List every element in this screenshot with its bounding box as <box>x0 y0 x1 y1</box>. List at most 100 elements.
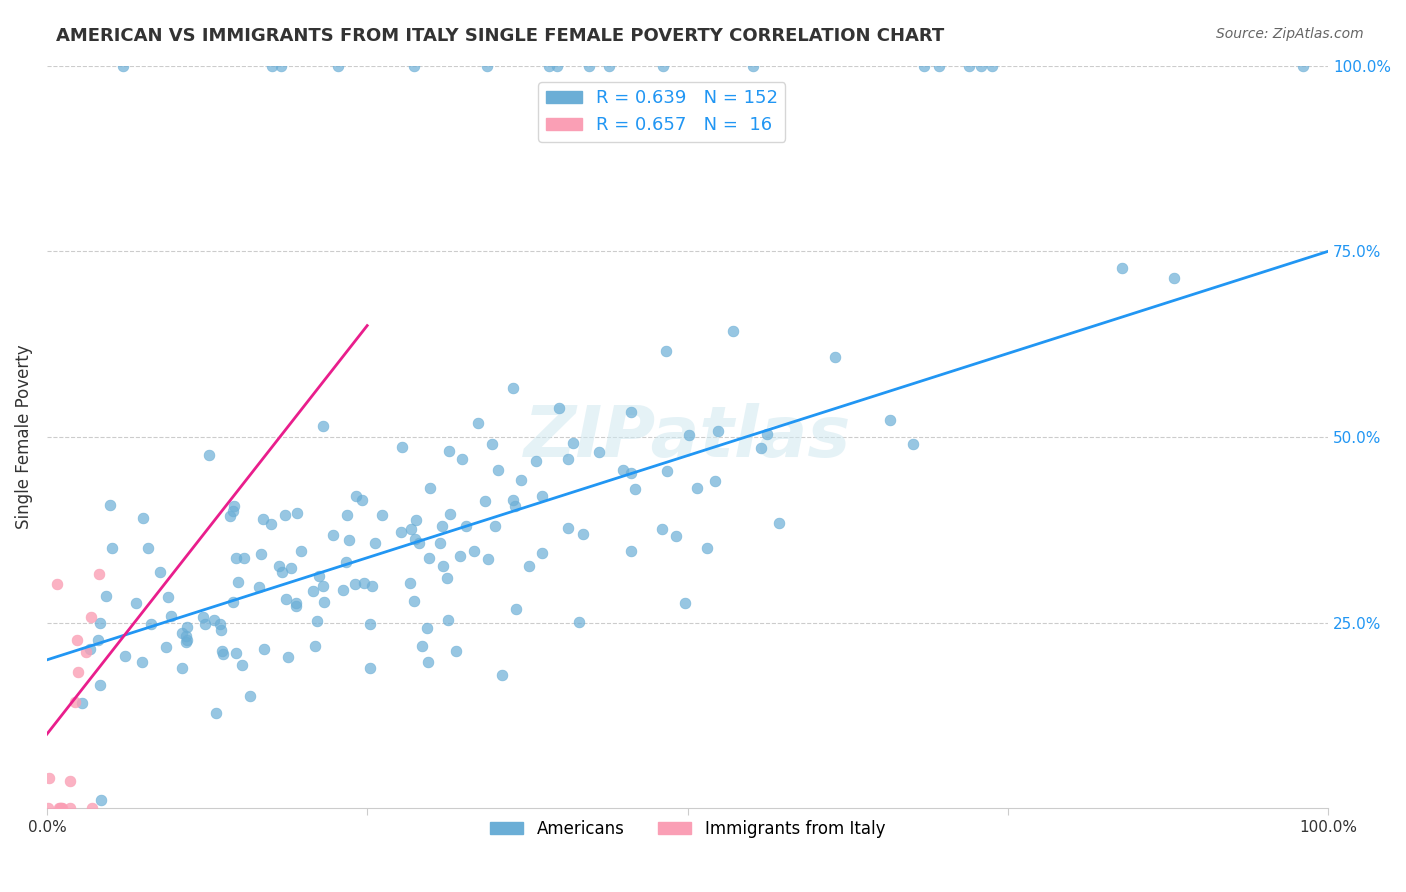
Point <box>209 623 232 637</box>
Point <box>260 59 283 73</box>
Point <box>304 640 326 654</box>
Point <box>222 499 245 513</box>
Point <box>253 642 276 657</box>
Point <box>912 59 935 73</box>
Point <box>202 613 225 627</box>
Point <box>474 493 496 508</box>
Point <box>451 452 474 467</box>
Point <box>284 596 307 610</box>
Point <box>652 59 675 73</box>
Point <box>101 541 124 556</box>
Point <box>389 525 412 540</box>
Point <box>287 506 309 520</box>
Point <box>170 661 193 675</box>
Point <box>557 521 579 535</box>
Point <box>89 678 111 692</box>
Point <box>503 500 526 514</box>
Point <box>444 643 467 657</box>
Point <box>749 441 772 455</box>
Point <box>439 507 461 521</box>
Point <box>344 577 367 591</box>
Point <box>233 551 256 566</box>
Point <box>399 522 422 536</box>
Point <box>350 492 373 507</box>
Point <box>112 59 135 73</box>
Point <box>588 445 610 459</box>
Point <box>59 801 82 815</box>
Point <box>212 647 235 661</box>
Point <box>194 617 217 632</box>
Point <box>326 59 349 73</box>
Point <box>311 579 333 593</box>
Point <box>359 661 381 675</box>
Point <box>125 596 148 610</box>
Point <box>208 617 231 632</box>
Point <box>269 558 291 573</box>
Point <box>562 436 585 450</box>
Text: AMERICAN VS IMMIGRANTS FROM ITALY SINGLE FEMALE POVERTY CORRELATION CHART: AMERICAN VS IMMIGRANTS FROM ITALY SINGLE… <box>56 27 945 45</box>
Point <box>824 350 846 364</box>
Point <box>239 689 262 703</box>
Point <box>170 625 193 640</box>
Point <box>160 608 183 623</box>
Point <box>454 518 477 533</box>
Point <box>90 793 112 807</box>
Point <box>49 801 72 815</box>
Point <box>176 632 198 647</box>
Point <box>218 508 240 523</box>
Point <box>274 591 297 606</box>
Point <box>402 59 425 73</box>
Point <box>598 59 620 73</box>
Point <box>408 535 430 549</box>
Point <box>756 427 779 442</box>
Point <box>87 633 110 648</box>
Point <box>673 596 696 610</box>
Point <box>416 655 439 669</box>
Point <box>391 440 413 454</box>
Point <box>405 513 427 527</box>
Point <box>198 448 221 462</box>
Point <box>696 541 718 555</box>
Point <box>37 801 59 815</box>
Point <box>66 633 89 648</box>
Point <box>364 536 387 550</box>
Point <box>436 571 458 585</box>
Point <box>742 59 765 73</box>
Point <box>548 401 571 415</box>
Point <box>415 621 437 635</box>
Point <box>231 657 253 672</box>
Point <box>437 613 460 627</box>
Point <box>430 519 453 533</box>
Text: ZIPatlas: ZIPatlas <box>524 402 851 472</box>
Point <box>344 489 367 503</box>
Point <box>174 629 197 643</box>
Point <box>620 543 643 558</box>
Point <box>664 529 686 543</box>
Point <box>486 463 509 477</box>
Point <box>48 801 70 815</box>
Point <box>290 544 312 558</box>
Point <box>524 454 547 468</box>
Point <box>502 493 524 508</box>
Point <box>439 444 461 458</box>
Point <box>225 551 247 566</box>
Point <box>51 801 73 815</box>
Point <box>546 59 568 73</box>
Point <box>484 519 506 533</box>
Point <box>463 544 485 558</box>
Point <box>620 466 643 480</box>
Point <box>75 645 97 659</box>
Point <box>1163 271 1185 285</box>
Point <box>271 565 294 579</box>
Point <box>89 567 111 582</box>
Point <box>59 774 82 789</box>
Point <box>477 551 499 566</box>
Point <box>970 59 993 73</box>
Point <box>404 533 426 547</box>
Point <box>411 639 433 653</box>
Point <box>361 579 384 593</box>
Point <box>277 649 299 664</box>
Point <box>651 523 673 537</box>
Point <box>620 405 643 419</box>
Point <box>432 558 454 573</box>
